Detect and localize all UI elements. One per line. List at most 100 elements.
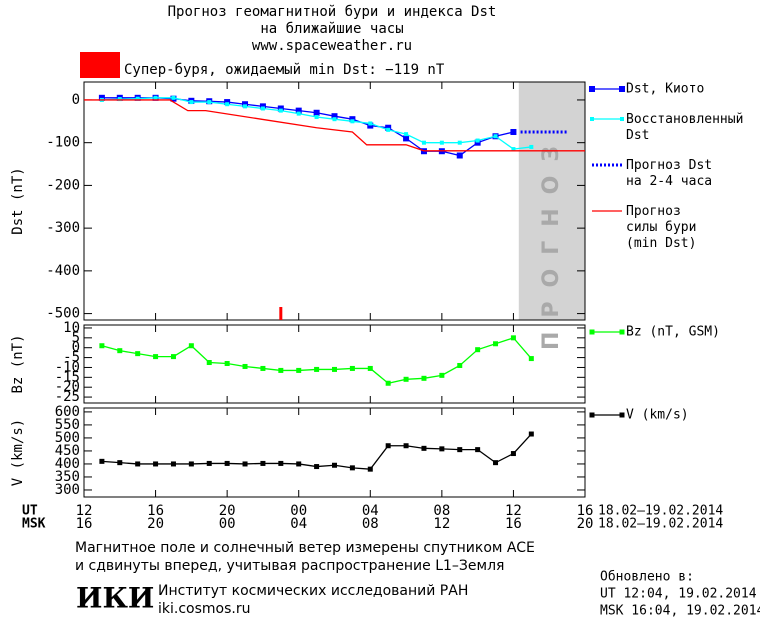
series-marker [153, 354, 159, 360]
legend-label: Восстановленный Dst [626, 112, 743, 143]
series-marker [153, 95, 158, 100]
footnote: и сдвинуты вперед, учитывая распростране… [75, 558, 504, 574]
y-axis-title: V (km/s) [10, 419, 26, 486]
series-marker [188, 461, 194, 467]
series-marker [475, 347, 481, 353]
plot-frame [83, 407, 586, 498]
y-tick-label: 500 [55, 430, 80, 446]
legend-label: Bz (nT, GSM) [626, 325, 720, 340]
series-marker [510, 128, 517, 135]
y-tick-label: 0 [72, 340, 80, 356]
legend-marker [589, 329, 595, 335]
series-marker [117, 348, 123, 354]
updated: UT 12:04, 19.02.2014 [600, 587, 757, 602]
legend-marker [620, 117, 624, 121]
y-tick-label: -500 [46, 306, 80, 322]
series-marker [135, 461, 141, 467]
y-tick-label: 0 [72, 92, 80, 108]
series-marker [457, 140, 462, 145]
x-tick-label-msk: 16 [505, 516, 522, 532]
series-marker [188, 343, 194, 349]
series-marker [278, 460, 284, 466]
series-marker [439, 446, 445, 452]
series-marker [260, 106, 265, 111]
series-marker [368, 121, 373, 126]
series-marker [277, 105, 284, 112]
series-marker [439, 372, 445, 378]
series-marker [493, 134, 498, 139]
forecast-label: ПРОГНОЗ [539, 132, 564, 350]
x-tick-label-msk: 12 [433, 516, 450, 532]
series-marker [421, 375, 427, 381]
series-marker [331, 113, 338, 120]
series-marker [493, 460, 499, 466]
y-tick-label: 300 [55, 482, 80, 498]
y-tick-label: -10 [55, 359, 80, 375]
series-marker [243, 104, 248, 109]
series-marker [510, 335, 516, 341]
legend-marker [619, 412, 625, 418]
series-marker [474, 139, 481, 146]
series-marker [403, 135, 410, 142]
ut-dates: 18.02–19.02.2014 [598, 504, 723, 519]
x-tick-label-msk: 00 [219, 516, 236, 532]
series-marker [260, 365, 266, 371]
institute: Институт космических исследований РАН [158, 583, 468, 599]
x-tick-label: 00 [290, 503, 307, 519]
series-marker [117, 460, 123, 466]
series-marker [170, 354, 176, 360]
x-tick-label: 16 [147, 503, 164, 519]
series-marker [385, 124, 392, 131]
series-marker [349, 116, 356, 123]
series-line [101, 337, 532, 384]
y-tick-label: -5 [63, 350, 80, 366]
plot-frame [83, 81, 586, 321]
x-tick-label: 08 [433, 503, 450, 519]
series-marker [475, 447, 481, 453]
legend-label: V (km/s) [626, 408, 689, 423]
title: www.spaceweather.ru [252, 38, 412, 54]
msk-label: MSK [22, 517, 46, 532]
series-marker [278, 367, 284, 373]
alert-box [80, 52, 120, 78]
legend-marker [590, 117, 594, 121]
y-tick-label: 600 [55, 404, 80, 420]
series-marker [349, 365, 355, 371]
series-marker [296, 461, 302, 467]
forecast-zone [518, 82, 585, 320]
series-marker [295, 107, 302, 114]
title: на ближайшие часы [260, 21, 403, 37]
y-tick-label: -25 [55, 389, 80, 405]
series-marker [511, 147, 516, 152]
series-marker [153, 461, 159, 467]
series-marker [475, 138, 480, 143]
series-marker [456, 152, 463, 159]
series-marker [528, 431, 534, 437]
series-marker [528, 356, 534, 362]
series-line [101, 433, 532, 470]
series-marker [99, 343, 105, 349]
y-tick-label: -20 [55, 379, 80, 395]
updated: Обновлено в: [600, 570, 694, 585]
y-tick-label: 550 [55, 417, 80, 433]
series-marker [403, 376, 409, 382]
series-marker [314, 115, 319, 120]
x-tick-label-msk: 20 [577, 516, 594, 532]
y-tick-label: 350 [55, 469, 80, 485]
series-marker [510, 451, 516, 457]
y-tick-label: -100 [46, 135, 80, 151]
legend-marker [589, 412, 595, 418]
series-line [84, 99, 585, 152]
series-marker [296, 367, 302, 373]
series-marker [224, 361, 230, 367]
series-marker [332, 462, 337, 468]
series-marker [457, 362, 463, 368]
series-marker [529, 144, 534, 149]
legend-marker [589, 86, 595, 92]
series-marker [385, 443, 391, 449]
y-tick-label: -200 [46, 177, 80, 193]
series-marker [242, 461, 248, 467]
series-marker [404, 132, 409, 137]
series-marker [421, 445, 427, 451]
series-marker [117, 97, 122, 102]
